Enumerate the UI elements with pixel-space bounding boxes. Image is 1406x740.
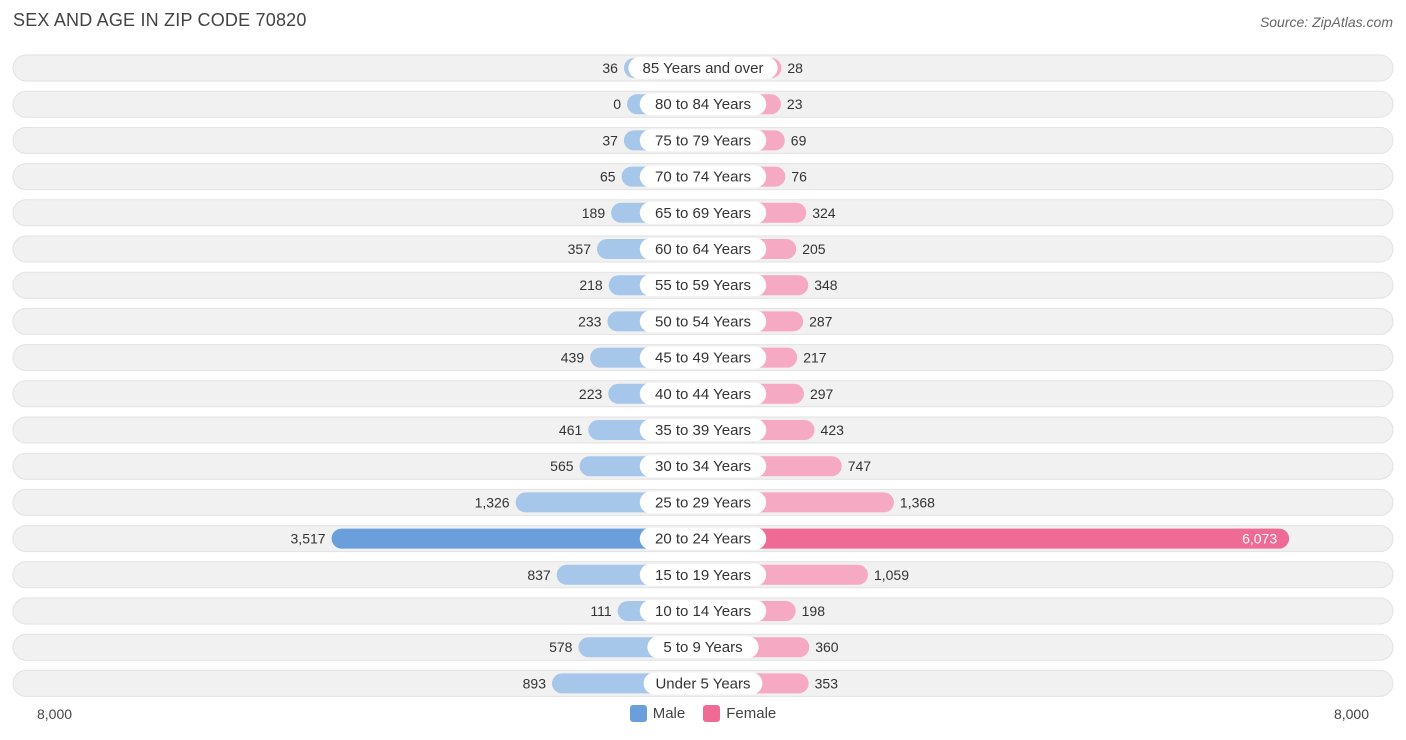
male-value-label: 37 (602, 132, 618, 148)
category-label-bg (639, 129, 767, 152)
female-value-label: 353 (815, 675, 839, 691)
category-label-bg (639, 165, 767, 188)
category-label: 5 to 9 Years (663, 639, 742, 656)
male-value-label: 189 (582, 205, 606, 221)
male-value-label: 357 (568, 241, 592, 257)
female-swatch (703, 705, 721, 722)
female-bar (703, 528, 1290, 549)
category-label-bg (628, 57, 778, 79)
female-value-label: 198 (802, 603, 826, 619)
category-label-bg (639, 274, 767, 297)
axis-left-label: 8,000 (37, 706, 73, 722)
category-label-bg (639, 491, 767, 514)
category-label: 85 Years and over (643, 60, 764, 77)
legend-female-label: Female (726, 705, 777, 722)
category-label: 15 to 19 Years (655, 567, 751, 584)
category-label-bg (639, 527, 767, 550)
male-value-label: 65 (600, 169, 616, 185)
category-label-bg (643, 672, 763, 695)
category-label: 30 to 34 Years (655, 458, 751, 475)
male-value-label: 3,517 (291, 531, 326, 547)
category-label-bg (639, 563, 767, 586)
category-label: 60 to 64 Years (655, 241, 751, 258)
male-bar (331, 528, 703, 549)
male-value-label: 893 (523, 675, 547, 691)
male-value-label: 111 (590, 603, 611, 619)
female-value-label: 423 (821, 422, 845, 438)
category-label: 45 to 49 Years (655, 350, 751, 367)
female-value-label: 348 (814, 277, 838, 293)
legend: Male Female (0, 705, 1406, 722)
category-label: 40 to 44 Years (655, 386, 751, 403)
category-label: 20 to 24 Years (655, 531, 751, 548)
female-value-label: 297 (810, 386, 834, 402)
female-value-label: 747 (848, 458, 872, 474)
female-value-label: 76 (791, 169, 807, 185)
category-label-bg (639, 455, 767, 478)
male-value-label: 439 (561, 350, 585, 366)
category-label: 50 to 54 Years (655, 313, 751, 330)
category-label-bg (639, 201, 767, 224)
male-value-label: 218 (579, 277, 603, 293)
male-value-label: 565 (550, 458, 574, 474)
category-label-bg (639, 310, 767, 333)
male-value-label: 1,326 (475, 494, 510, 510)
male-value-label: 0 (613, 96, 621, 112)
legend-male-label: Male (652, 705, 686, 722)
source-text: Source: ZipAtlas.com (1259, 14, 1393, 30)
male-value-label: 36 (602, 60, 618, 76)
category-label: 65 to 69 Years (655, 205, 751, 222)
legend-item-female[interactable]: Female (703, 705, 776, 722)
category-label-bg (639, 93, 767, 116)
category-label: 25 to 29 Years (655, 494, 751, 511)
axis-right-label: 8,000 (1333, 706, 1369, 722)
female-value-label: 205 (802, 241, 826, 257)
female-value-label: 69 (791, 132, 807, 148)
category-label-bg (647, 636, 759, 659)
female-value-label: 1,059 (874, 567, 909, 583)
female-value-label: 6,073 (1242, 531, 1277, 547)
category-label-bg (639, 238, 767, 260)
male-value-label: 233 (578, 313, 602, 329)
male-value-label: 461 (559, 422, 583, 438)
female-value-label: 217 (803, 350, 827, 366)
male-value-label: 223 (579, 386, 603, 402)
female-value-label: 324 (812, 205, 836, 221)
category-label: 80 to 84 Years (655, 96, 751, 113)
female-value-label: 287 (809, 313, 833, 329)
chart-title: SEX AND AGE IN ZIP CODE 70820 (13, 10, 307, 30)
male-swatch (629, 705, 647, 722)
category-label: Under 5 Years (655, 675, 750, 692)
female-value-label: 1,368 (900, 494, 935, 510)
female-value-label: 28 (787, 60, 803, 76)
category-label-bg (639, 382, 767, 405)
female-value-label: 360 (815, 639, 839, 655)
category-label-bg (639, 346, 767, 369)
female-value-label: 23 (787, 96, 803, 112)
legend-item-male[interactable]: Male (629, 705, 686, 722)
category-label: 35 to 39 Years (655, 422, 751, 439)
category-label: 75 to 79 Years (655, 132, 751, 149)
male-value-label: 578 (549, 639, 573, 655)
category-label-bg (639, 419, 767, 441)
category-label: 10 to 14 Years (655, 603, 751, 620)
category-label: 55 to 59 Years (655, 277, 751, 294)
male-value-label: 837 (527, 567, 551, 583)
category-label-bg (639, 600, 767, 622)
category-label: 70 to 74 Years (655, 169, 751, 186)
